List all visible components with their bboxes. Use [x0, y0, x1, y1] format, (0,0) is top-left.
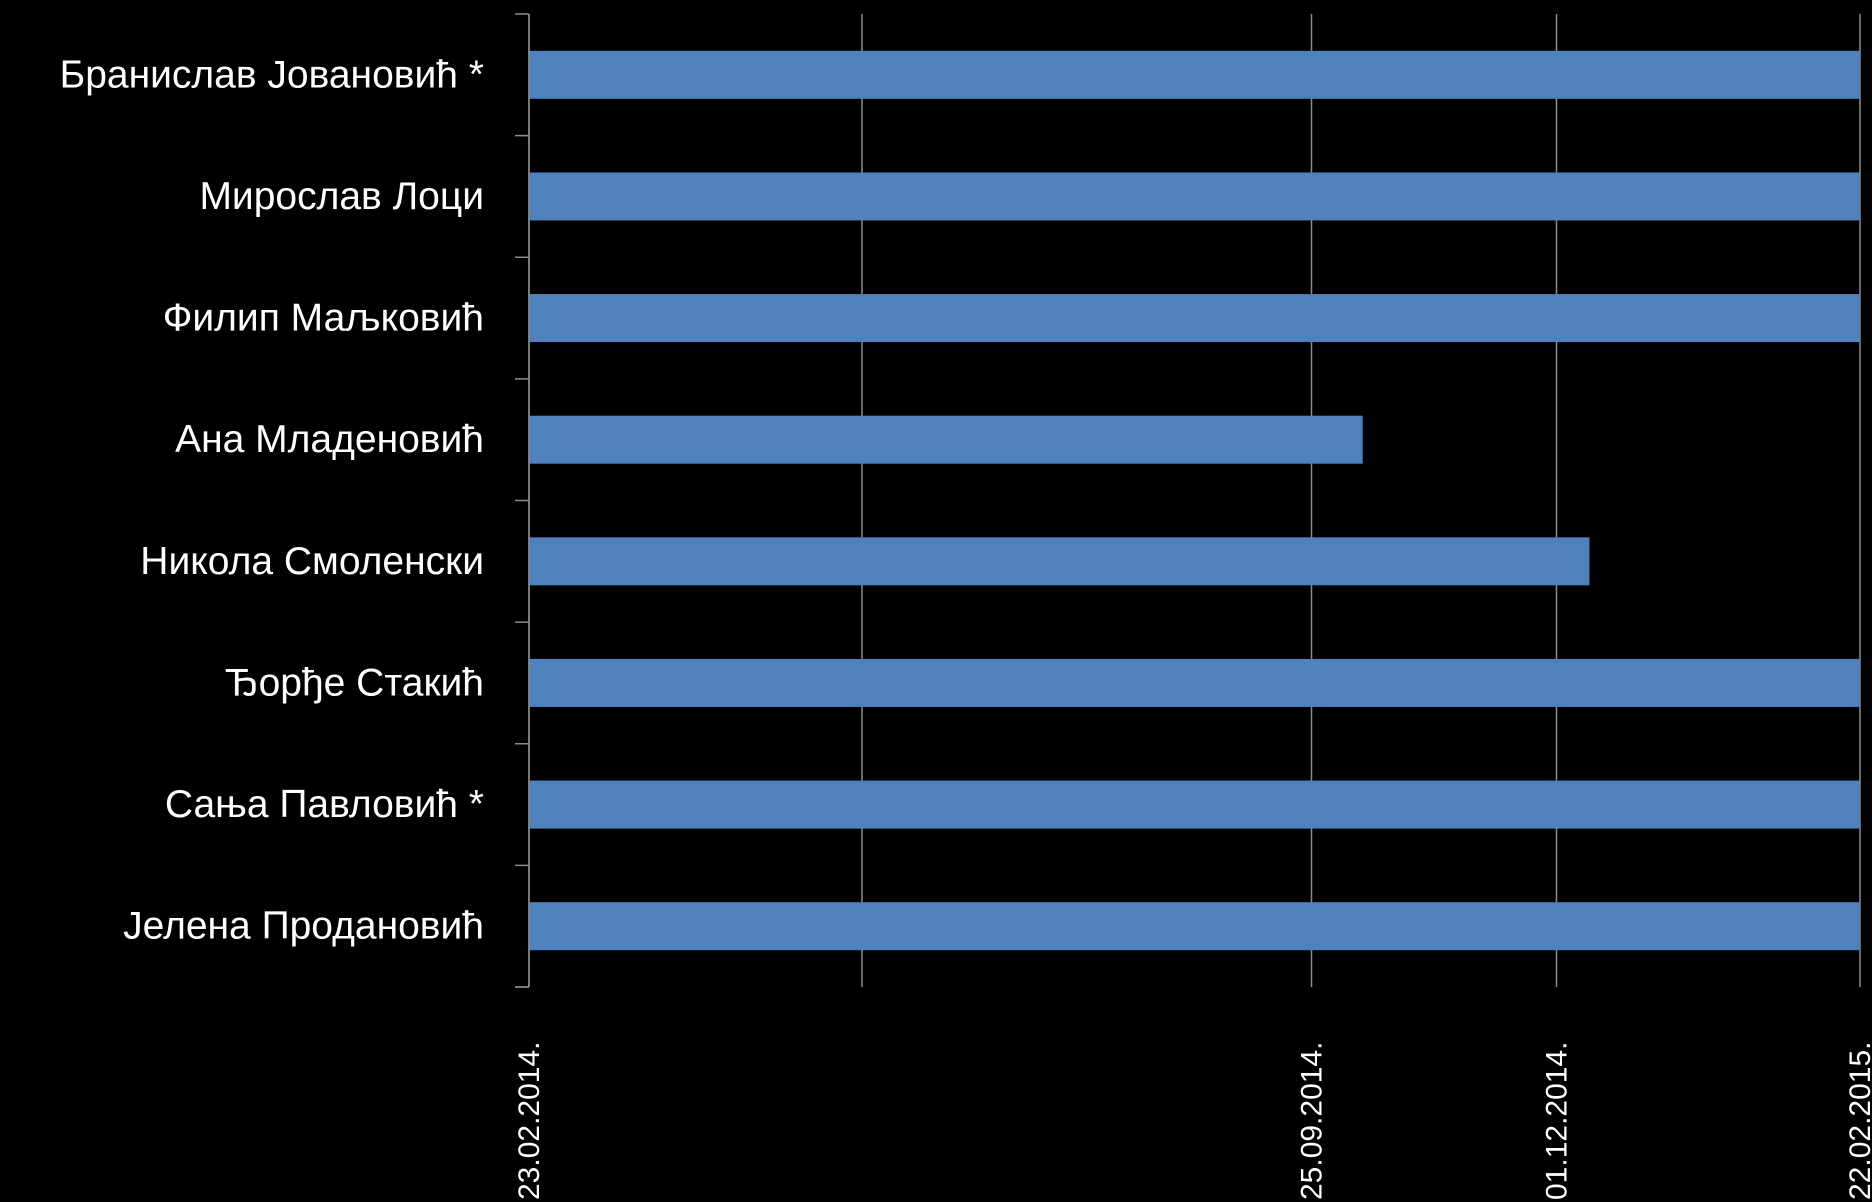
bar [529, 50, 1860, 99]
bar [529, 172, 1860, 221]
category-label: Ана Младеновић [175, 418, 484, 461]
x-tick-label: 22.02.2015. [1844, 1042, 1872, 1200]
bars [529, 50, 1860, 951]
bar [529, 902, 1860, 951]
bar [529, 294, 1860, 343]
category-label: Мирослав Лоци [199, 175, 484, 218]
category-label: Бранислав Јовановић * [60, 53, 484, 96]
bar [529, 537, 1590, 586]
category-label: Сања Павловић * [165, 783, 484, 826]
x-tick-label: 23.02.2014. [513, 1042, 546, 1200]
category-labels: Бранислав Јовановић * Мирослав Лоци Филип … [60, 53, 484, 947]
x-tick-label: 25.09.2014. [1296, 1042, 1329, 1200]
x-tick-label: 01.12.2014. [1541, 1042, 1574, 1200]
bar [529, 780, 1860, 829]
axes [515, 13, 530, 988]
bar [529, 415, 1363, 464]
category-label: Ђорђе Стакић [225, 661, 484, 704]
category-label: Филип Маљковић [163, 297, 484, 340]
x-tick-labels: 23.02.2014. 25.09.2014. 01.12.2014. 22.02.2… [513, 1042, 1872, 1200]
category-label: Никола Смоленски [140, 540, 484, 583]
category-label: Јелена Продановић [123, 905, 484, 948]
bar [529, 658, 1860, 707]
